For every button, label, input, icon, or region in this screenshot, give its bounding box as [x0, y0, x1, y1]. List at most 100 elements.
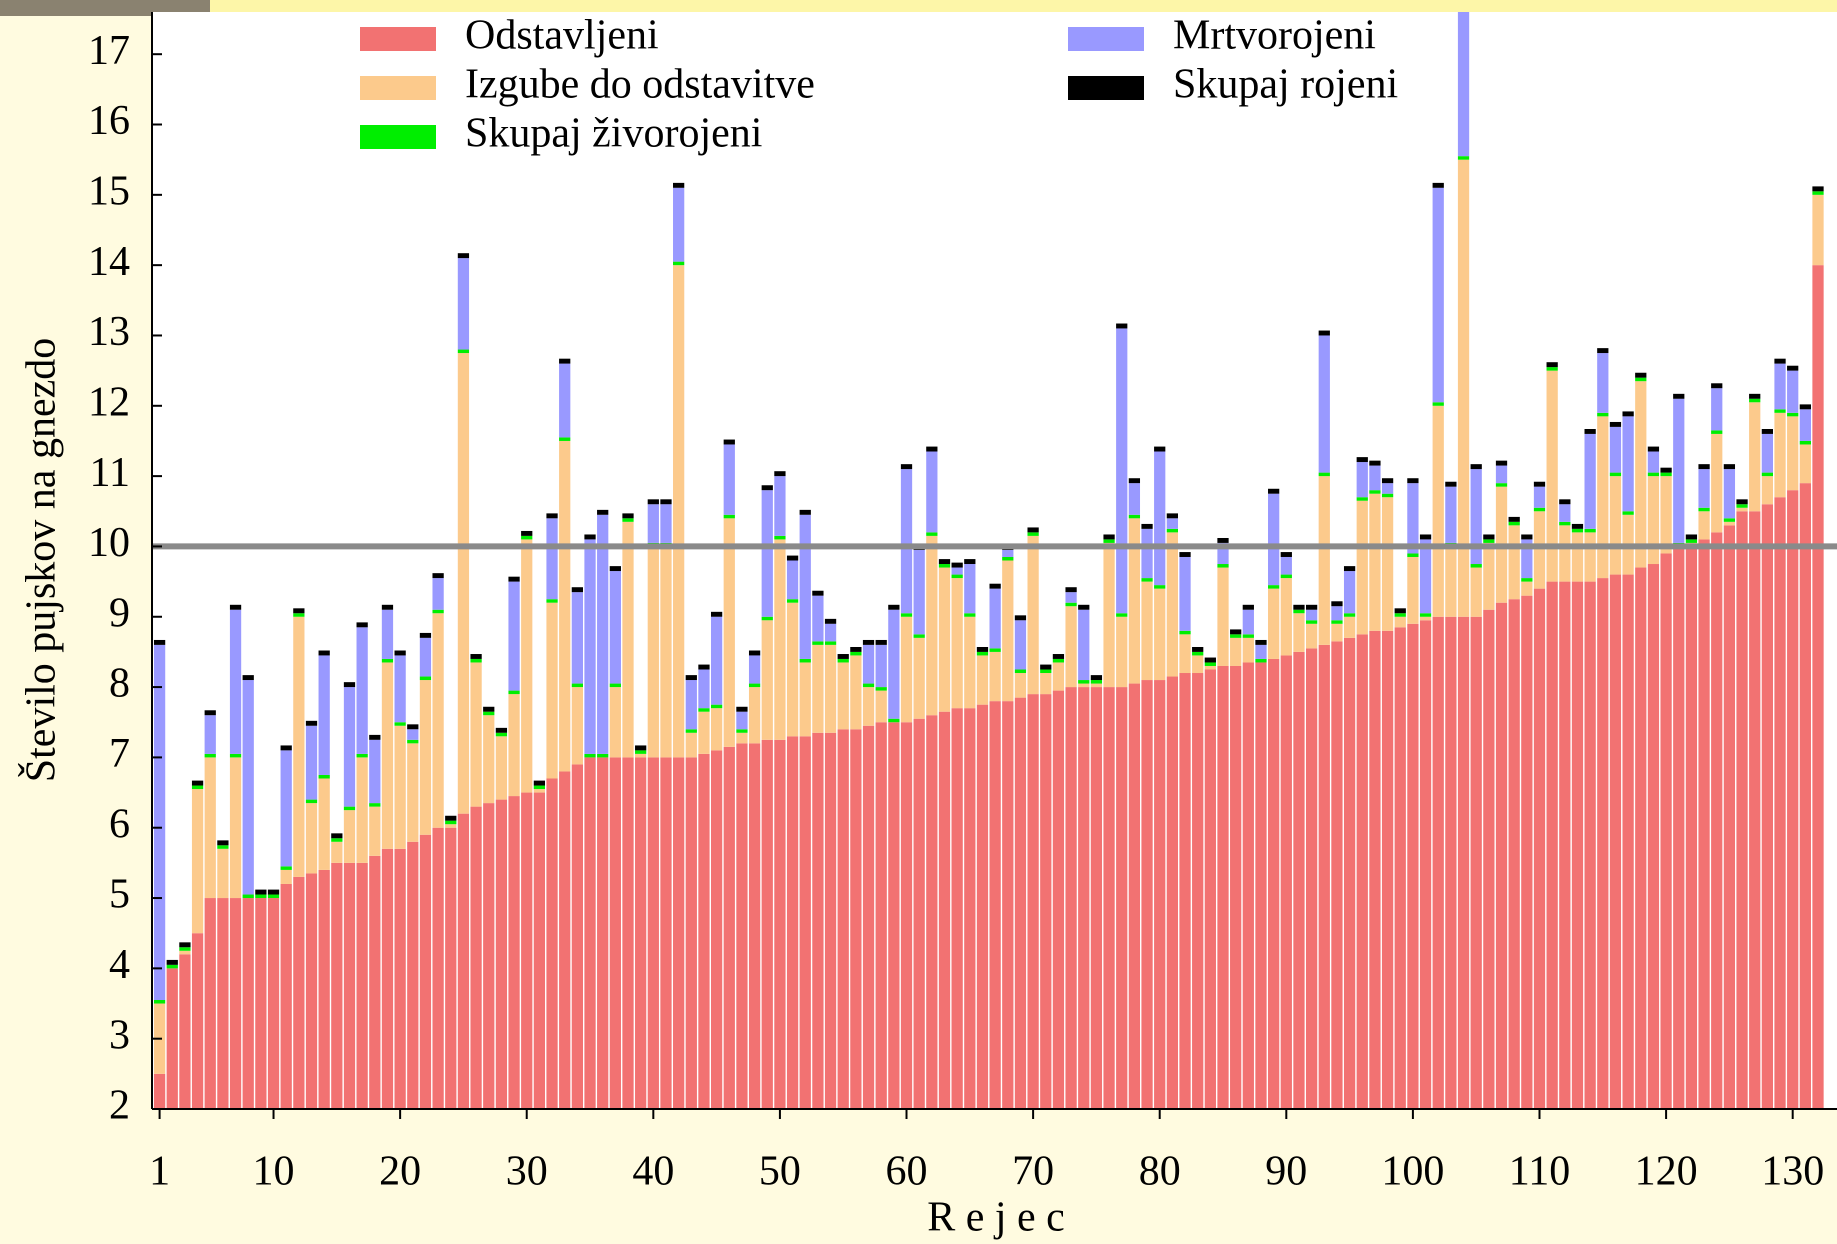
bar-segment [1698, 539, 1710, 1109]
bar-segment [774, 535, 786, 540]
bar-segment [1660, 467, 1672, 473]
bar-segment [1673, 393, 1685, 399]
bar-segment [1014, 673, 1027, 698]
bar-segment [1736, 499, 1748, 505]
bar-segment [976, 704, 989, 1109]
bar-segment [1711, 430, 1723, 434]
bar-segment [331, 838, 343, 842]
x-tick-label: 30 [506, 1149, 548, 1195]
y-tick-label: 13 [88, 309, 130, 355]
bar-segment [343, 806, 356, 811]
bar-segment [445, 827, 457, 1109]
bar-segment [1268, 658, 1280, 1109]
bar-segment [1749, 402, 1761, 512]
bar-segment [508, 581, 520, 691]
bar-segment [1635, 567, 1647, 1109]
bar-segment [1141, 523, 1153, 529]
bar-segment [597, 757, 609, 1109]
bar-segment [217, 848, 229, 899]
bar-segment [1559, 504, 1571, 522]
bar-segment [1723, 469, 1736, 519]
bar-segment [1128, 478, 1141, 484]
bar-segment [685, 757, 697, 1109]
bar-segment [1179, 634, 1191, 674]
bar-segment [1204, 669, 1216, 1109]
bar-segment [521, 539, 533, 793]
bar-segment [369, 803, 381, 807]
bar-segment [1078, 604, 1090, 610]
bar-segment [1040, 669, 1052, 674]
bar-segment [913, 637, 925, 719]
bar-segment [419, 632, 432, 638]
bar-segment [1381, 483, 1394, 494]
bar-segment [1052, 654, 1065, 659]
bar-segment [1280, 574, 1292, 579]
bar-segment [951, 578, 963, 709]
bar-segment [597, 753, 609, 758]
bar-segment [647, 546, 659, 758]
bar-segment [1065, 602, 1077, 607]
bar-segment [470, 662, 482, 807]
bar-segment [1356, 500, 1368, 635]
bar-segment [1508, 525, 1520, 600]
bar-segment [1597, 578, 1609, 1109]
bar-segment [1622, 511, 1634, 515]
bar-segment [546, 602, 558, 779]
bar-segment [1230, 634, 1242, 638]
bar-segment [1369, 493, 1381, 631]
bar-segment [470, 658, 482, 663]
legend-label: Izgube do odstavitve [465, 62, 815, 108]
bar-segment [812, 590, 824, 596]
bar-segment [381, 662, 394, 849]
bar-segment [318, 869, 330, 1109]
bar-segment [432, 609, 444, 614]
bar-segment [381, 848, 394, 1109]
bar-segment [1305, 620, 1318, 624]
bar-segment [824, 732, 837, 1109]
bar-segment [799, 509, 811, 515]
bar-segment [710, 611, 723, 617]
bar-segment [318, 774, 330, 779]
bar-segment [1217, 567, 1229, 666]
bar-segment [1571, 532, 1584, 582]
bar-segment [989, 701, 1001, 1109]
bar-segment [1432, 182, 1444, 188]
bar-segment [1318, 644, 1330, 1109]
bar-segment [1128, 518, 1141, 684]
bar-segment [1343, 571, 1356, 614]
bar-segment [546, 778, 558, 1109]
bar-segment [1571, 523, 1584, 529]
bar-segment [1774, 363, 1786, 410]
bar-segment [179, 942, 191, 948]
bar-segment [381, 609, 394, 659]
bar-segment [888, 718, 900, 723]
bar-segment [1597, 412, 1609, 417]
bar-segment [926, 535, 938, 716]
bar-segment [900, 722, 913, 1109]
bar-segment [900, 464, 913, 470]
bar-segment [1799, 440, 1811, 445]
bar-segment [1495, 483, 1508, 487]
bar-segment [318, 650, 330, 656]
bar-segment [1597, 348, 1609, 354]
bar-segment [559, 358, 571, 364]
bar-segment [1040, 673, 1052, 695]
bar-segment [1242, 662, 1254, 1109]
bar-segment [1065, 587, 1077, 593]
bar-segment [1331, 623, 1343, 642]
bar-segment [533, 785, 546, 790]
bar-segment [774, 739, 786, 1109]
bar-segment [1597, 353, 1609, 413]
bar-segment [356, 753, 368, 758]
bar-segment [900, 613, 913, 617]
bar-segment [229, 757, 242, 899]
bar-segment [1559, 499, 1571, 505]
bar-segment [1166, 676, 1178, 1109]
bar-segment [432, 573, 444, 579]
bar-segment [1116, 328, 1128, 614]
bar-segment [1521, 539, 1533, 579]
legend-swatch [360, 27, 436, 51]
bar-segment [584, 539, 596, 754]
bar-segment [1128, 483, 1141, 515]
bar-segment [407, 841, 419, 1109]
